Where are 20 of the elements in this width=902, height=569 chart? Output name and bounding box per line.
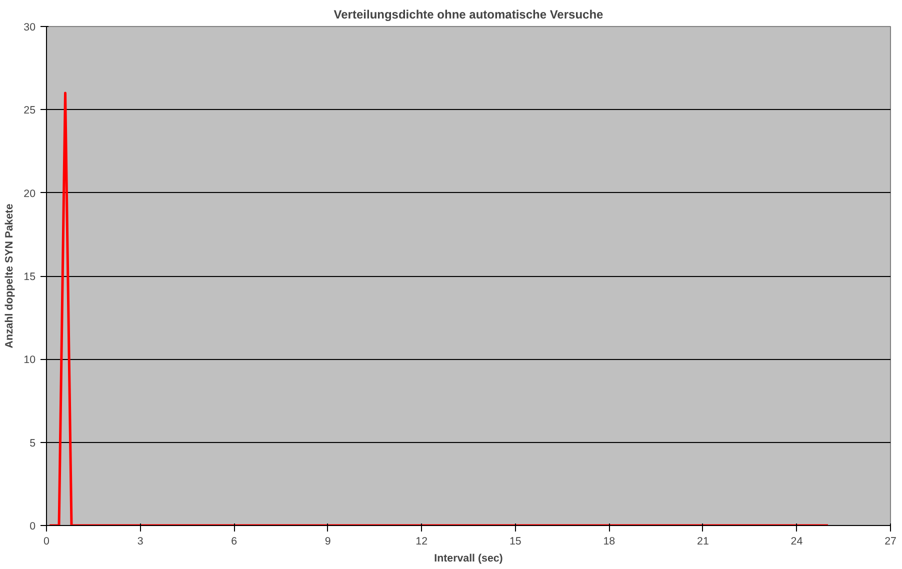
y-axis-title: Anzahl doppelte SYN Pakete (4, 204, 16, 348)
y-tick-label: 5 (30, 437, 36, 450)
x-tick-label: 24 (790, 536, 803, 548)
x-tick-label: 6 (231, 536, 238, 548)
x-axis-title: Intervall (sec) (434, 552, 504, 564)
x-tick-label: 21 (697, 536, 709, 548)
x-tick-label: 3 (137, 536, 144, 548)
x-tick-label: 18 (603, 536, 616, 548)
x-tick-label: 15 (509, 536, 522, 548)
x-tick-label: 12 (416, 536, 428, 548)
x-tick-label: 27 (884, 536, 896, 548)
x-tick-label: 9 (324, 536, 331, 548)
y-tick-label: 30 (24, 22, 36, 34)
y-tick-label: 20 (24, 188, 36, 200)
y-tick-label: 10 (24, 354, 36, 366)
y-tick-label: 25 (24, 104, 36, 117)
x-tick-label: 0 (44, 536, 50, 548)
chart-title: Verteilungsdichte ohne automatische Versuche (334, 8, 604, 22)
y-tick-label: 0 (30, 520, 36, 532)
y-tick-label: 15 (24, 271, 36, 283)
